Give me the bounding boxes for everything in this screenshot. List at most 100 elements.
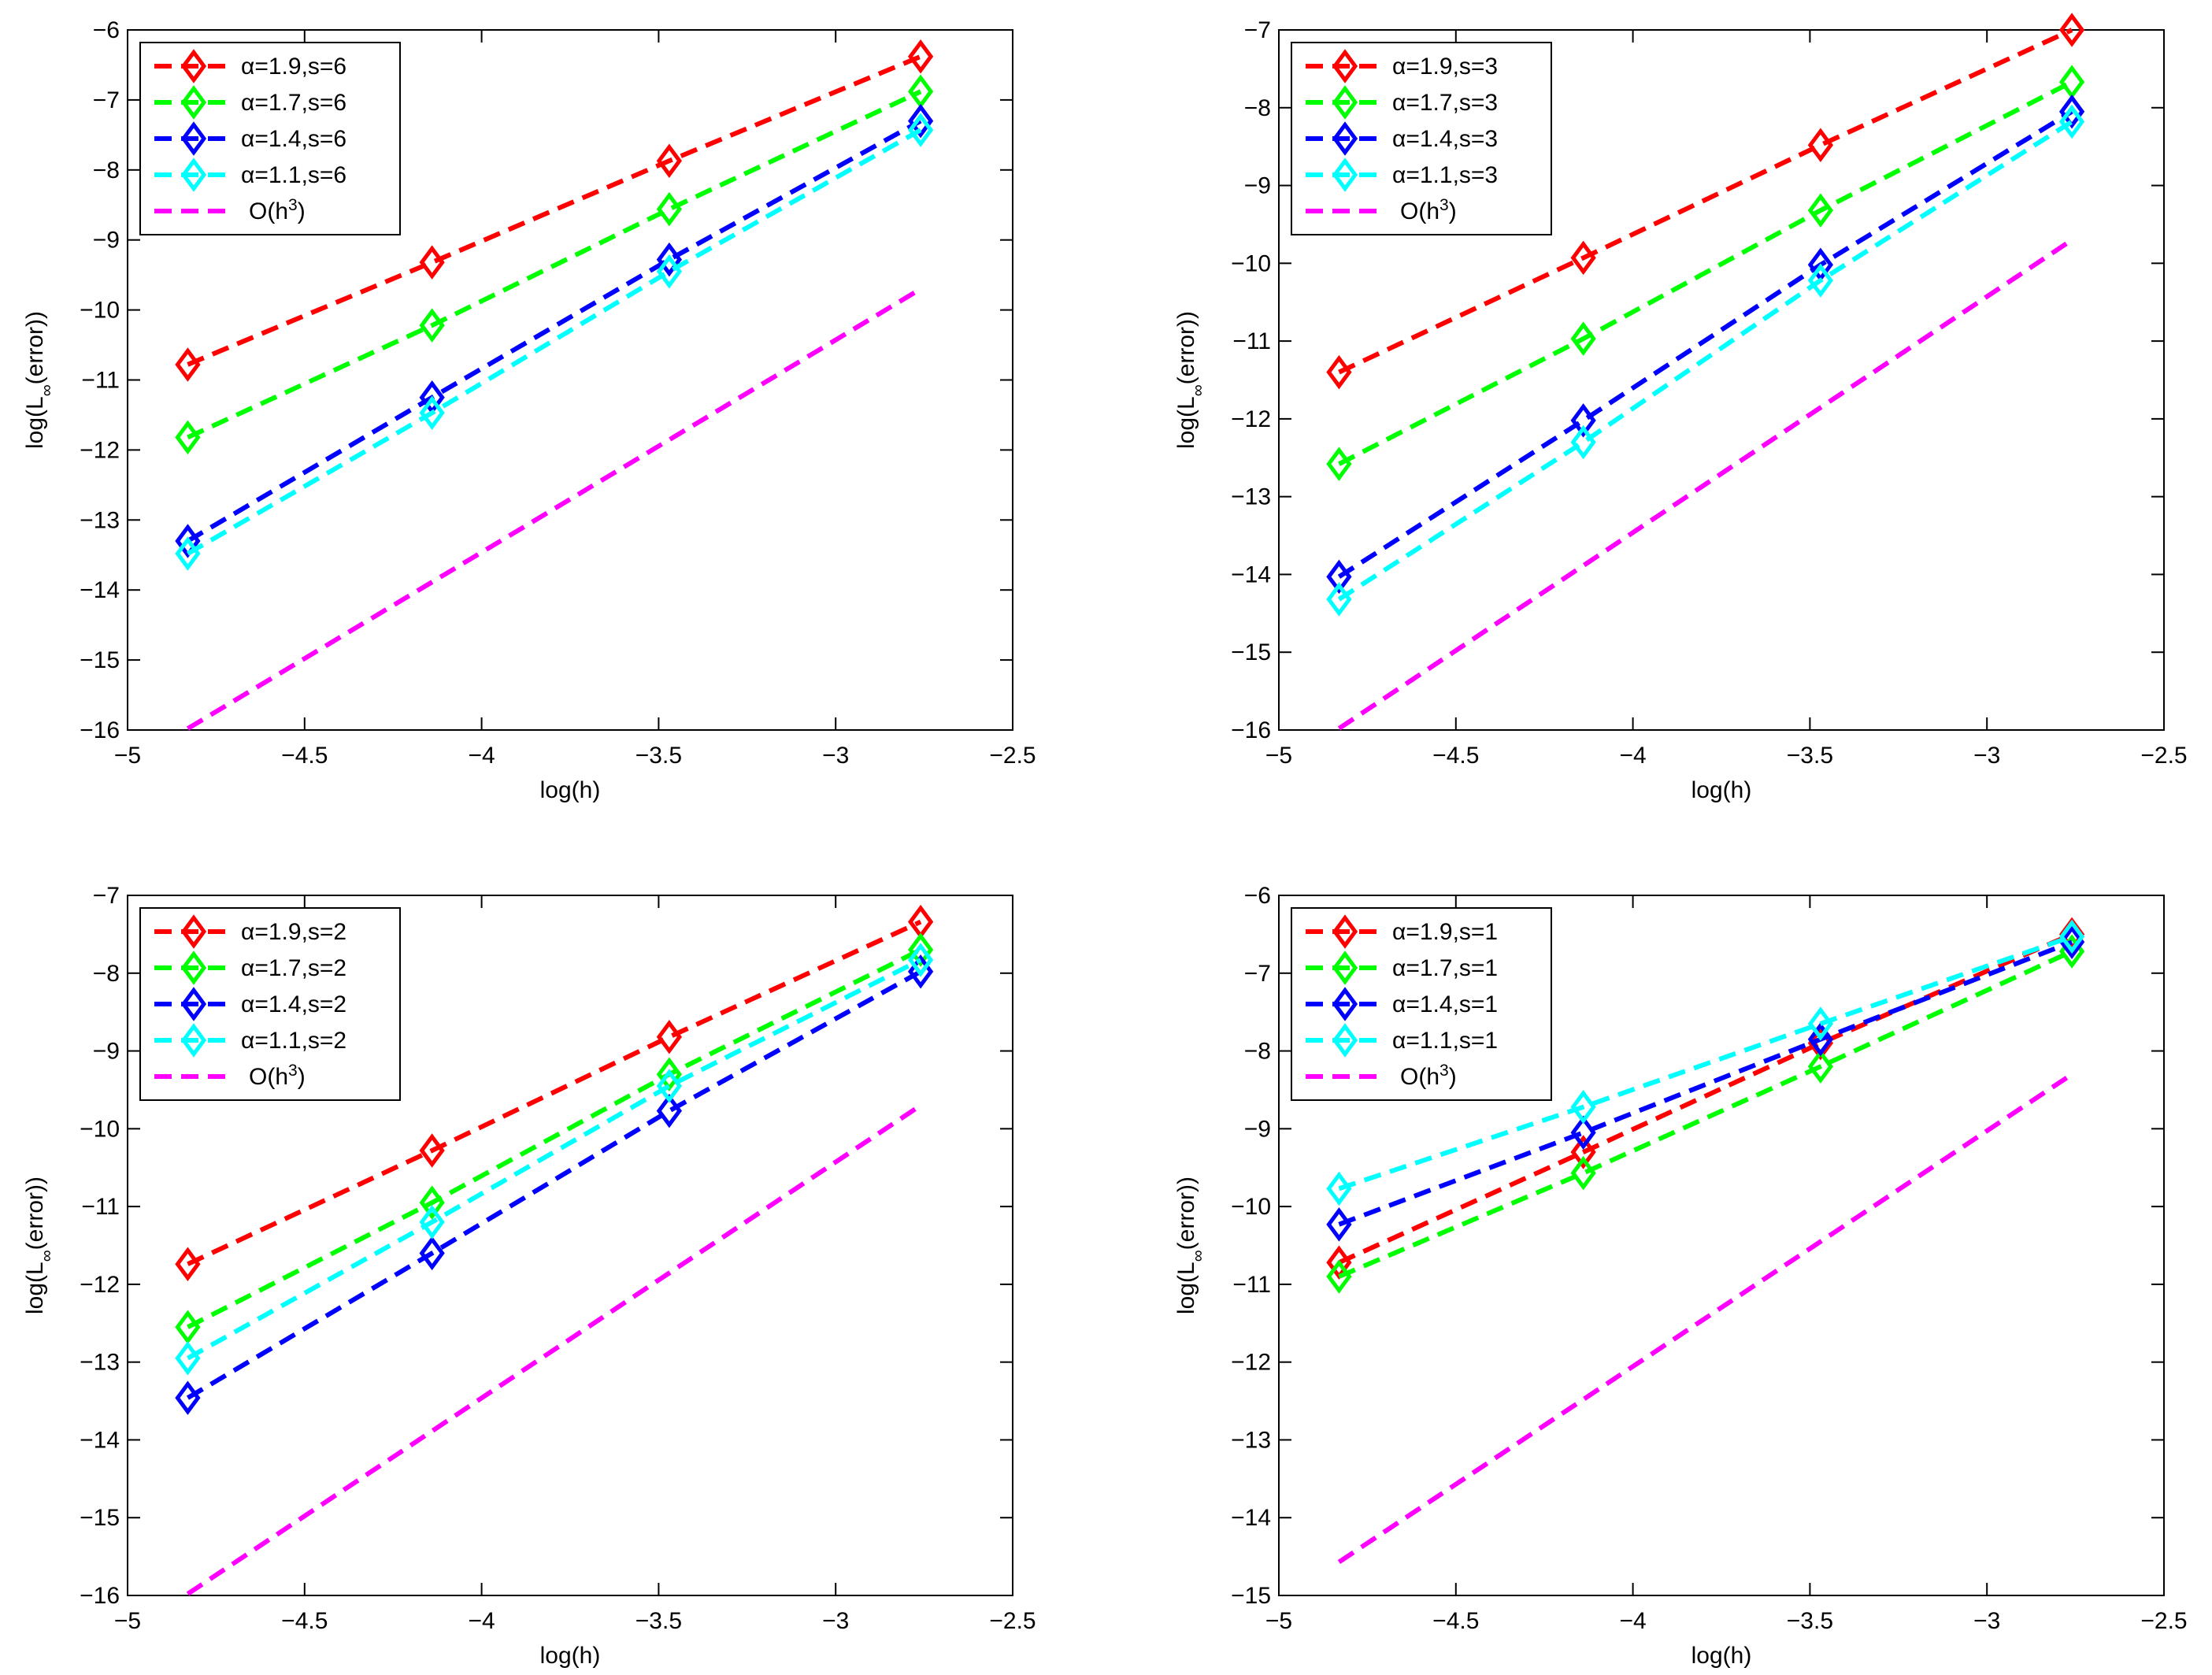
legend-marker (180, 987, 207, 1021)
y-axis-label-sub: ∞ (1189, 384, 1207, 396)
data-point (175, 1380, 201, 1415)
x-tick-label: −5 (114, 1608, 141, 1634)
data-point (419, 1133, 445, 1168)
data-point (1326, 1171, 1352, 1206)
x-tick-label: −5 (114, 743, 141, 769)
x-tick-label: −2.5 (2140, 743, 2187, 769)
y-tick-label: −13 (80, 1350, 120, 1376)
y-axis-label: log(L∞(error)) (22, 311, 56, 449)
y-tick-label: −9 (93, 228, 120, 254)
y-tick-label: −14 (80, 577, 120, 603)
data-point (907, 113, 934, 147)
legend-label: α=1.4,s=1 (1392, 991, 1498, 1017)
x-tick-label: −3.5 (635, 743, 682, 769)
x-axis-label: log(h) (1691, 777, 1752, 803)
data-point (1570, 1115, 1596, 1151)
data-point (1570, 1155, 1596, 1191)
legend-ref-prefix: O(h (1400, 198, 1439, 224)
y-tick-label: −15 (80, 647, 120, 673)
data-point (656, 242, 682, 277)
y-tick-label: −12 (80, 1272, 120, 1298)
legend-label: α=1.4,s=3 (1392, 126, 1498, 152)
legend-ref-suffix: ) (298, 1064, 306, 1090)
data-point (419, 1205, 445, 1240)
data-point (1807, 128, 1834, 162)
x-tick-label: −5 (1265, 743, 1292, 769)
y-axis-label-main: log(L (22, 1262, 48, 1314)
y-tick-label: −16 (80, 717, 120, 743)
legend-marker (1332, 914, 1358, 949)
y-tick-label: −6 (1244, 883, 1271, 909)
x-tick-label: −5 (1265, 1608, 1292, 1634)
legend-ref-prefix: O(h (249, 198, 288, 224)
y-axis-label: log(L∞(error)) (22, 1177, 56, 1314)
y-tick-label: −8 (93, 157, 120, 183)
data-point (175, 420, 201, 455)
x-tick-label: −3 (822, 1608, 849, 1634)
series-line-3 (1338, 939, 2073, 1227)
legend-marker (180, 85, 207, 120)
y-tick-label: −6 (93, 17, 120, 43)
y-tick-label: −9 (93, 1039, 120, 1065)
data-point (175, 1247, 201, 1281)
x-tick-label: −3.5 (1787, 1608, 1833, 1634)
legend-label: α=1.7,s=3 (1392, 90, 1498, 116)
x-tick-label: −4 (1619, 1608, 1646, 1634)
data-point (1807, 1006, 1834, 1041)
reference-line (1337, 238, 2073, 731)
chart-panel-4: −5 −4.5 −4 −3.5 −3 −2.5 −6 −7 −8 −9 −10 −11 −12 −13 −1… (1173, 883, 2188, 1669)
x-tick-label: −4 (468, 743, 495, 769)
legend-marker (1332, 49, 1358, 83)
y-axis-label-tail: (error)) (1173, 311, 1199, 384)
legend-marker (1332, 121, 1358, 156)
data-point (175, 1340, 201, 1376)
data-point (1570, 424, 1596, 460)
y-tick-label: −7 (1244, 961, 1271, 987)
reference-line (1337, 1072, 2073, 1565)
y-tick-label: −11 (81, 368, 120, 394)
data-point (907, 39, 934, 74)
legend-label: α=1.4,s=2 (241, 991, 346, 1017)
data-point (1570, 1135, 1596, 1169)
legend-marker (1332, 987, 1358, 1021)
x-tick-label: −4 (1619, 743, 1646, 769)
y-tick-label: −16 (1231, 717, 1271, 743)
data-point (419, 308, 445, 343)
y-tick-label: −8 (93, 961, 120, 987)
data-point (656, 1020, 682, 1054)
series-line-2 (1338, 80, 2073, 466)
data-point (656, 143, 682, 178)
chart-panel-2: −5 −4.5 −4 −3.5 −3 −2.5 −7 −8 −9 −10 −11 −12 −13 −14 −… (1173, 13, 2188, 803)
data-point (1570, 1089, 1596, 1125)
legend-label: α=1.1,s=6 (241, 162, 346, 188)
y-tick-label: −12 (1231, 406, 1271, 432)
legend-label-reference: O(h3) (1400, 196, 1457, 225)
x-tick-label: −3.5 (635, 1608, 682, 1634)
y-tick-label: −14 (1231, 1505, 1271, 1531)
legend-marker (180, 951, 207, 985)
legend-marker (1332, 951, 1358, 985)
chart-panel-1: −5 −4.5 −4 −3.5 −3 −2.5 −6 −7 −8 −9 −10 −11 −12 −13 −1… (22, 17, 1036, 803)
data-point (419, 395, 445, 431)
y-axis-label: log(L∞(error)) (1173, 311, 1207, 449)
data-point (907, 103, 934, 139)
y-axis-label-tail: (error)) (22, 1177, 48, 1250)
data-point (656, 191, 682, 227)
legend-label-reference: O(h3) (249, 1062, 306, 1091)
legend-label: α=1.1,s=1 (1392, 1028, 1498, 1054)
legend-ref-sup: 3 (1439, 196, 1449, 214)
x-axis-label: log(h) (540, 777, 601, 803)
data-point (175, 347, 201, 382)
y-tick-label: −8 (1244, 1039, 1271, 1065)
x-tick-label: −3 (1973, 1608, 2000, 1634)
legend: α=1.9,s=3 α=1.7,s=3 α=1.4,s=3 α=1.1,s=3 O(h3… (1291, 42, 1552, 235)
data-point (419, 1185, 445, 1220)
legend-label: α=1.7,s=1 (1392, 955, 1498, 981)
legend-label: α=1.9,s=2 (241, 919, 346, 945)
x-axis-label: log(h) (540, 1643, 601, 1669)
data-point (2058, 104, 2085, 139)
series-line-1 (1338, 28, 2073, 375)
y-axis-label-main: log(L (1173, 1262, 1199, 1314)
data-point (1570, 321, 1596, 356)
data-point (2058, 13, 2085, 47)
